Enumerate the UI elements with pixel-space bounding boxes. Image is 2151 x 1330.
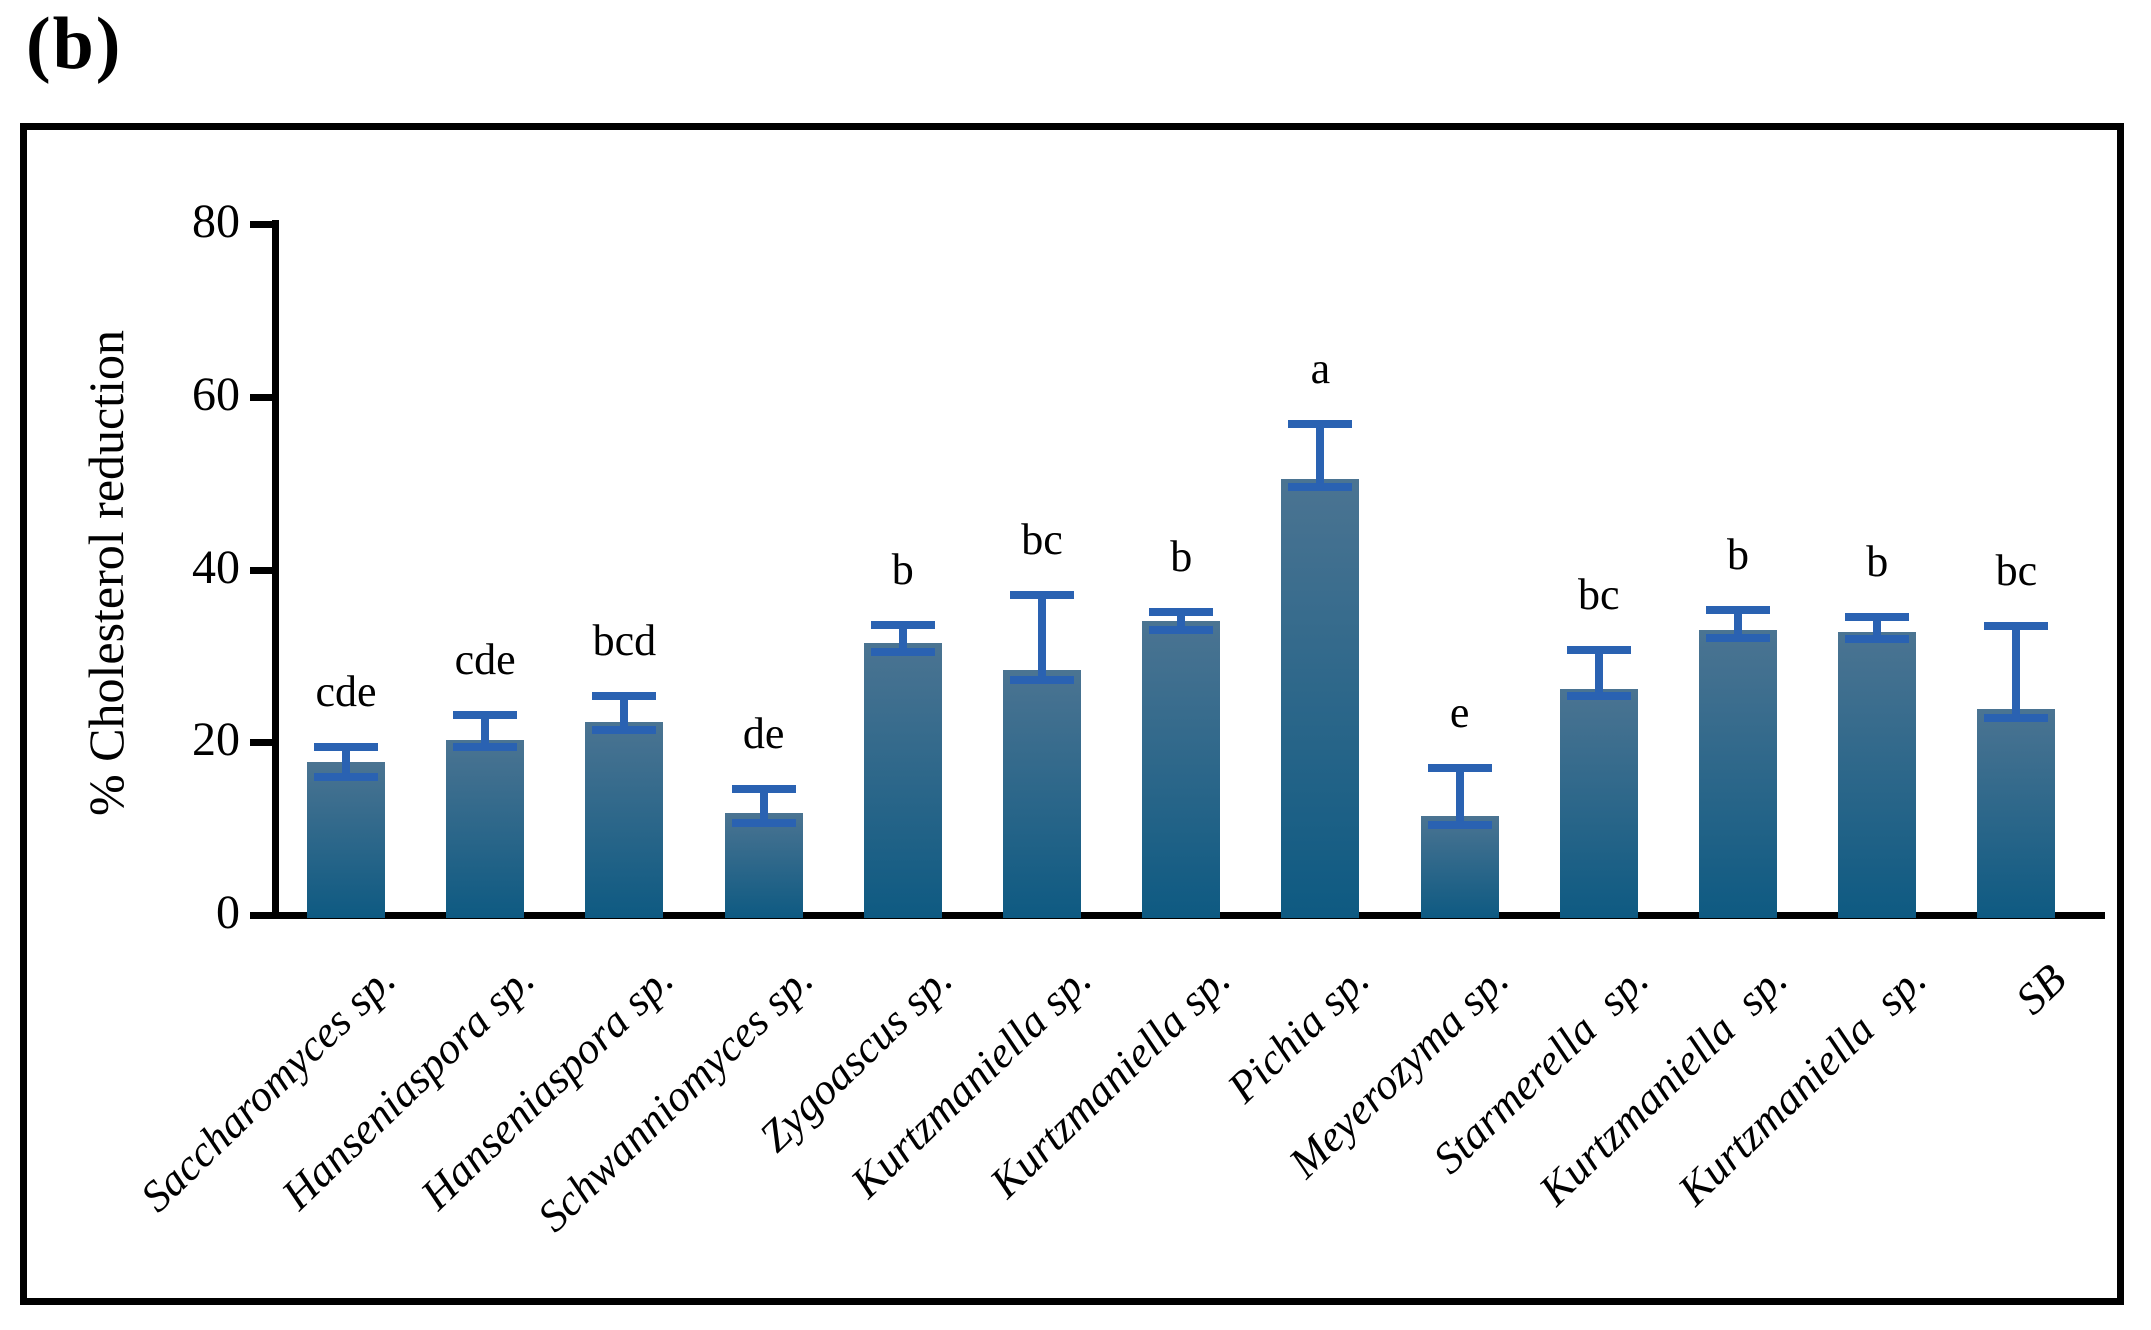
error-bar-whisker	[898, 624, 907, 653]
error-bar-whisker	[1873, 617, 1882, 640]
bar	[585, 721, 664, 918]
bar	[1977, 708, 2056, 918]
error-bar-cap-top	[1706, 606, 1770, 615]
bar	[446, 739, 525, 918]
significance-letter: bcd	[592, 616, 657, 666]
error-bar-cap-bottom	[1427, 821, 1492, 830]
significance-letter: b	[1727, 530, 1749, 580]
y-tick-label: 40	[192, 540, 240, 594]
significance-letter: bc	[1578, 569, 1620, 619]
error-bar-whisker	[1177, 611, 1186, 630]
error-bar-cap-bottom	[1706, 633, 1770, 642]
significance-letter: e	[1449, 688, 1470, 738]
error-bar-cap-top	[592, 692, 657, 701]
error-bar-cap-bottom	[592, 726, 657, 735]
error-bar-cap-bottom	[1566, 692, 1631, 701]
bar	[1281, 478, 1360, 918]
significance-letter: b	[891, 544, 914, 594]
error-bar-cap-top	[1845, 613, 1910, 621]
y-tick-label: 0	[216, 886, 240, 939]
error-bar-cap-bottom	[1845, 635, 1910, 644]
error-bar-whisker	[620, 696, 629, 731]
bar	[724, 813, 803, 918]
error-bar-whisker	[1734, 610, 1742, 638]
error-bar-cap-top	[1288, 420, 1353, 429]
y-axis-tick	[250, 221, 272, 228]
error-bar-whisker	[1594, 649, 1603, 697]
error-bar-cap-top	[1566, 645, 1631, 654]
error-bar-whisker	[342, 746, 350, 777]
error-bar-cap-top	[1149, 607, 1214, 616]
error-bar-cap-bottom	[453, 743, 518, 752]
bar	[863, 642, 942, 918]
y-tick-label: 20	[192, 713, 240, 767]
error-bar-whisker	[1455, 768, 1464, 826]
y-axis-line	[272, 220, 279, 919]
error-bar-whisker	[759, 788, 768, 823]
error-bar-whisker	[1316, 424, 1325, 487]
error-bar-cap-top	[314, 742, 378, 751]
bar	[1420, 815, 1499, 918]
y-axis-tick	[250, 566, 272, 574]
bar	[1838, 631, 1917, 918]
significance-letter: cde	[454, 634, 516, 684]
error-bar-cap-top	[1984, 621, 2049, 630]
y-axis-tick	[250, 912, 272, 919]
panel-label: (b)	[26, 3, 123, 85]
error-bar-cap-bottom	[1149, 625, 1214, 634]
significance-letter: b	[1866, 537, 1889, 586]
error-bar-cap-top	[1010, 590, 1074, 599]
significance-letter: de	[742, 708, 785, 758]
bar	[307, 762, 385, 918]
error-bar-whisker	[481, 714, 490, 748]
error-bar-whisker	[1038, 594, 1046, 681]
significance-letter: a	[1310, 344, 1331, 394]
y-axis-tick	[250, 739, 272, 747]
significance-letter: cde	[315, 666, 377, 716]
error-bar-cap-top	[731, 784, 796, 793]
significance-letter: bc	[1021, 514, 1063, 564]
error-bar-cap-bottom	[870, 648, 935, 657]
error-bar-cap-top	[453, 710, 518, 719]
significance-letter: bc	[1995, 545, 2038, 595]
bar	[1003, 669, 1081, 918]
error-bar-cap-bottom	[1984, 714, 2049, 723]
bar	[1559, 688, 1638, 918]
bar	[1699, 629, 1777, 918]
error-bar-cap-bottom	[1010, 676, 1074, 685]
significance-letter: b	[1170, 531, 1193, 581]
error-bar-cap-bottom	[731, 818, 796, 827]
y-tick-label: 80	[192, 195, 240, 248]
error-bar-cap-bottom	[314, 772, 378, 781]
y-tick-label: 60	[192, 367, 240, 421]
error-bar-cap-bottom	[1288, 482, 1353, 491]
bar	[1142, 621, 1221, 918]
y-axis-tick	[250, 393, 272, 401]
error-bar-whisker	[2012, 625, 2021, 719]
error-bar-cap-top	[1427, 764, 1492, 773]
error-bar-cap-top	[870, 620, 935, 629]
